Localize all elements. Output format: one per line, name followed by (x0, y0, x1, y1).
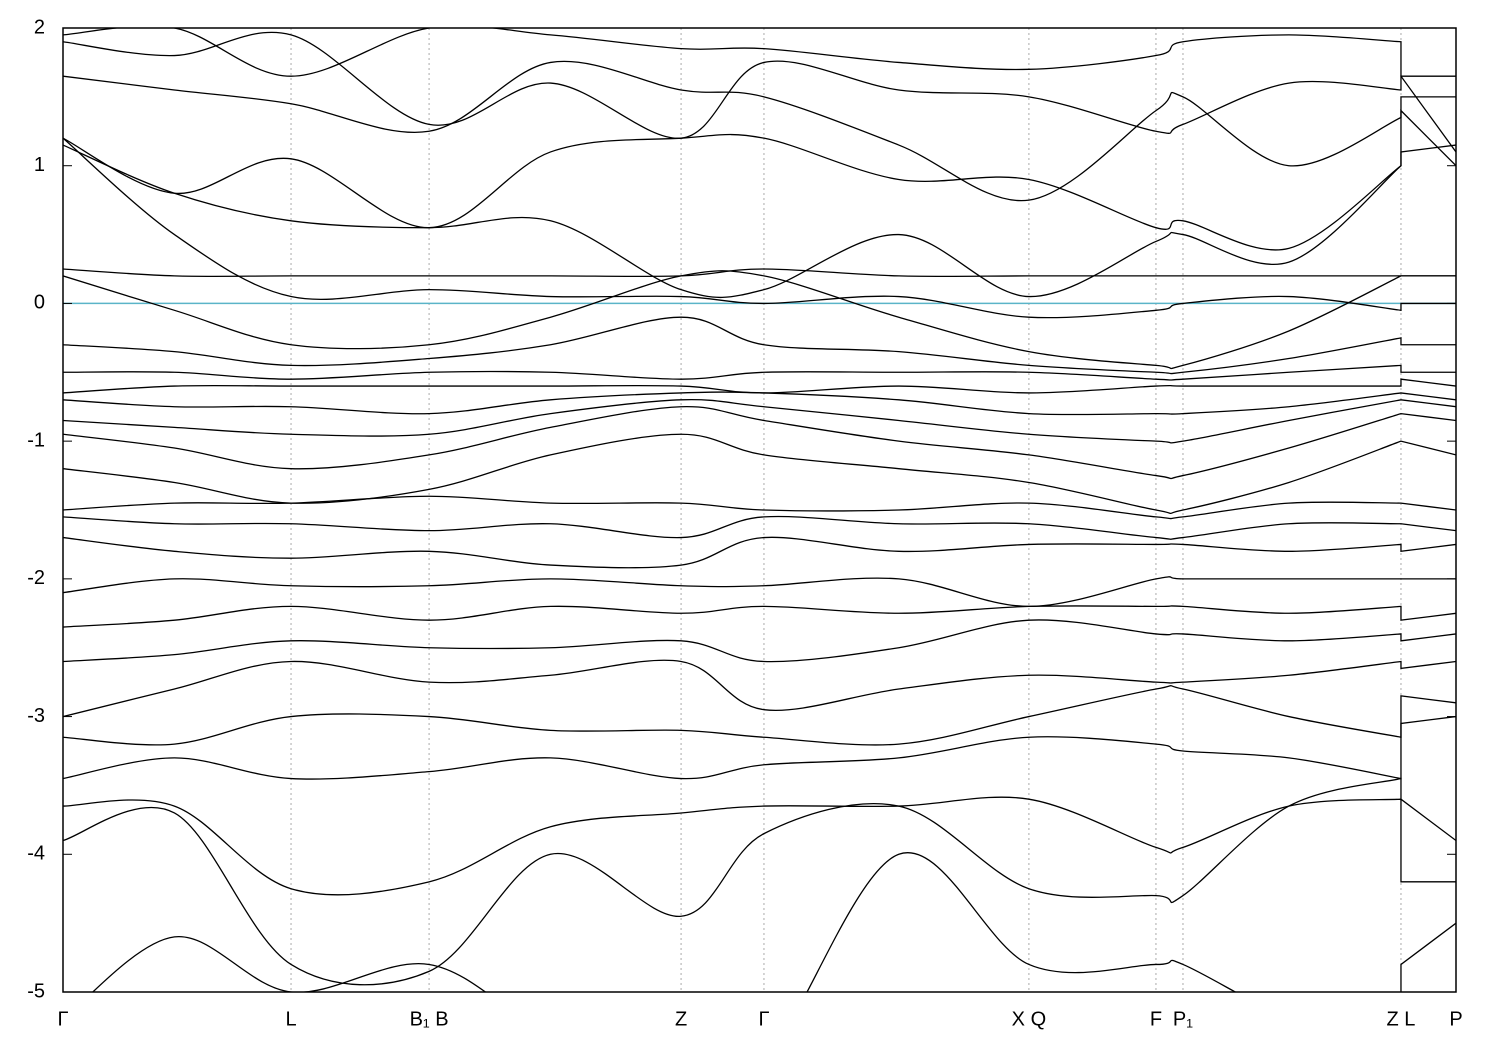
band (63, 109, 1456, 251)
band (63, 60, 1456, 202)
band (63, 406, 1456, 480)
x-tick-label: Z L (1387, 1008, 1416, 1030)
band (63, 364, 1456, 381)
band (63, 576, 1456, 608)
band (63, 715, 1456, 780)
band (63, 605, 1456, 628)
y-tick-label: -5 (27, 980, 45, 1002)
y-tick-label: -2 (27, 567, 45, 589)
band (63, 270, 1456, 370)
band (63, 378, 1456, 394)
band (63, 137, 1456, 319)
band (63, 144, 1456, 299)
labels: -5 -4 -3 -2 -1 0 1 2 Γ L B₁ B Z Γ X Q F P₁ Z L P (27, 16, 1462, 1030)
band (63, 433, 1456, 515)
x-tick-label: Z (675, 1008, 687, 1030)
band (63, 515, 1456, 540)
band (63, 777, 1456, 986)
band (63, 31, 1456, 139)
band (63, 398, 1456, 444)
y-tick-label: 2 (34, 16, 45, 38)
y-tick-label: -4 (27, 843, 45, 865)
x-tick-label: P (1449, 1008, 1462, 1030)
band (63, 391, 1456, 416)
x-tick-label: L (285, 1008, 296, 1030)
y-tick-label: 1 (34, 154, 45, 176)
band (63, 495, 1456, 520)
x-tick-label: Γ (758, 1008, 769, 1030)
band (63, 28, 1456, 153)
band (63, 268, 1456, 278)
band (63, 796, 1456, 896)
band (63, 316, 1456, 375)
y-tick-label: -3 (27, 705, 45, 727)
band (63, 619, 1456, 663)
plot-frame (62, 27, 1457, 993)
x-tick-label: P₁ (1173, 1008, 1193, 1030)
band (63, 536, 1456, 569)
bands (63, 28, 1456, 992)
band (63, 684, 1456, 746)
band (63, 659, 1456, 718)
x-tick-label: F (1150, 1008, 1162, 1030)
x-tick-label: Γ (57, 1008, 68, 1030)
x-tick-label: X Q (1012, 1008, 1046, 1030)
y-tick-label: 0 (34, 292, 45, 314)
x-tick-label: B₁ B (410, 1008, 449, 1030)
y-tick-label: -1 (27, 429, 45, 451)
